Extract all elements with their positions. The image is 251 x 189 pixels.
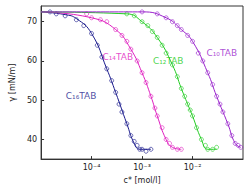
svg-text:C₁₄TAB: C₁₄TAB — [102, 52, 133, 62]
svg-text:C₁₀TAB: C₁₀TAB — [206, 48, 237, 58]
svg-text:50: 50 — [27, 96, 37, 105]
svg-text:10⁻³: 10⁻³ — [133, 163, 151, 172]
svg-text:60: 60 — [27, 56, 37, 65]
svg-text:40: 40 — [27, 135, 37, 144]
svg-text:70: 70 — [27, 17, 37, 26]
svg-text:c* [mol/l]: c* [mol/l] — [124, 176, 161, 185]
svg-text:γ [mN/m]: γ [mN/m] — [8, 64, 17, 102]
svg-text:C₁₆TAB: C₁₆TAB — [66, 91, 97, 101]
svg-text:C₁₂TAB: C₁₂TAB — [153, 56, 184, 66]
svg-text:10⁻⁴: 10⁻⁴ — [83, 163, 101, 172]
svg-text:10⁻²: 10⁻² — [184, 163, 202, 172]
